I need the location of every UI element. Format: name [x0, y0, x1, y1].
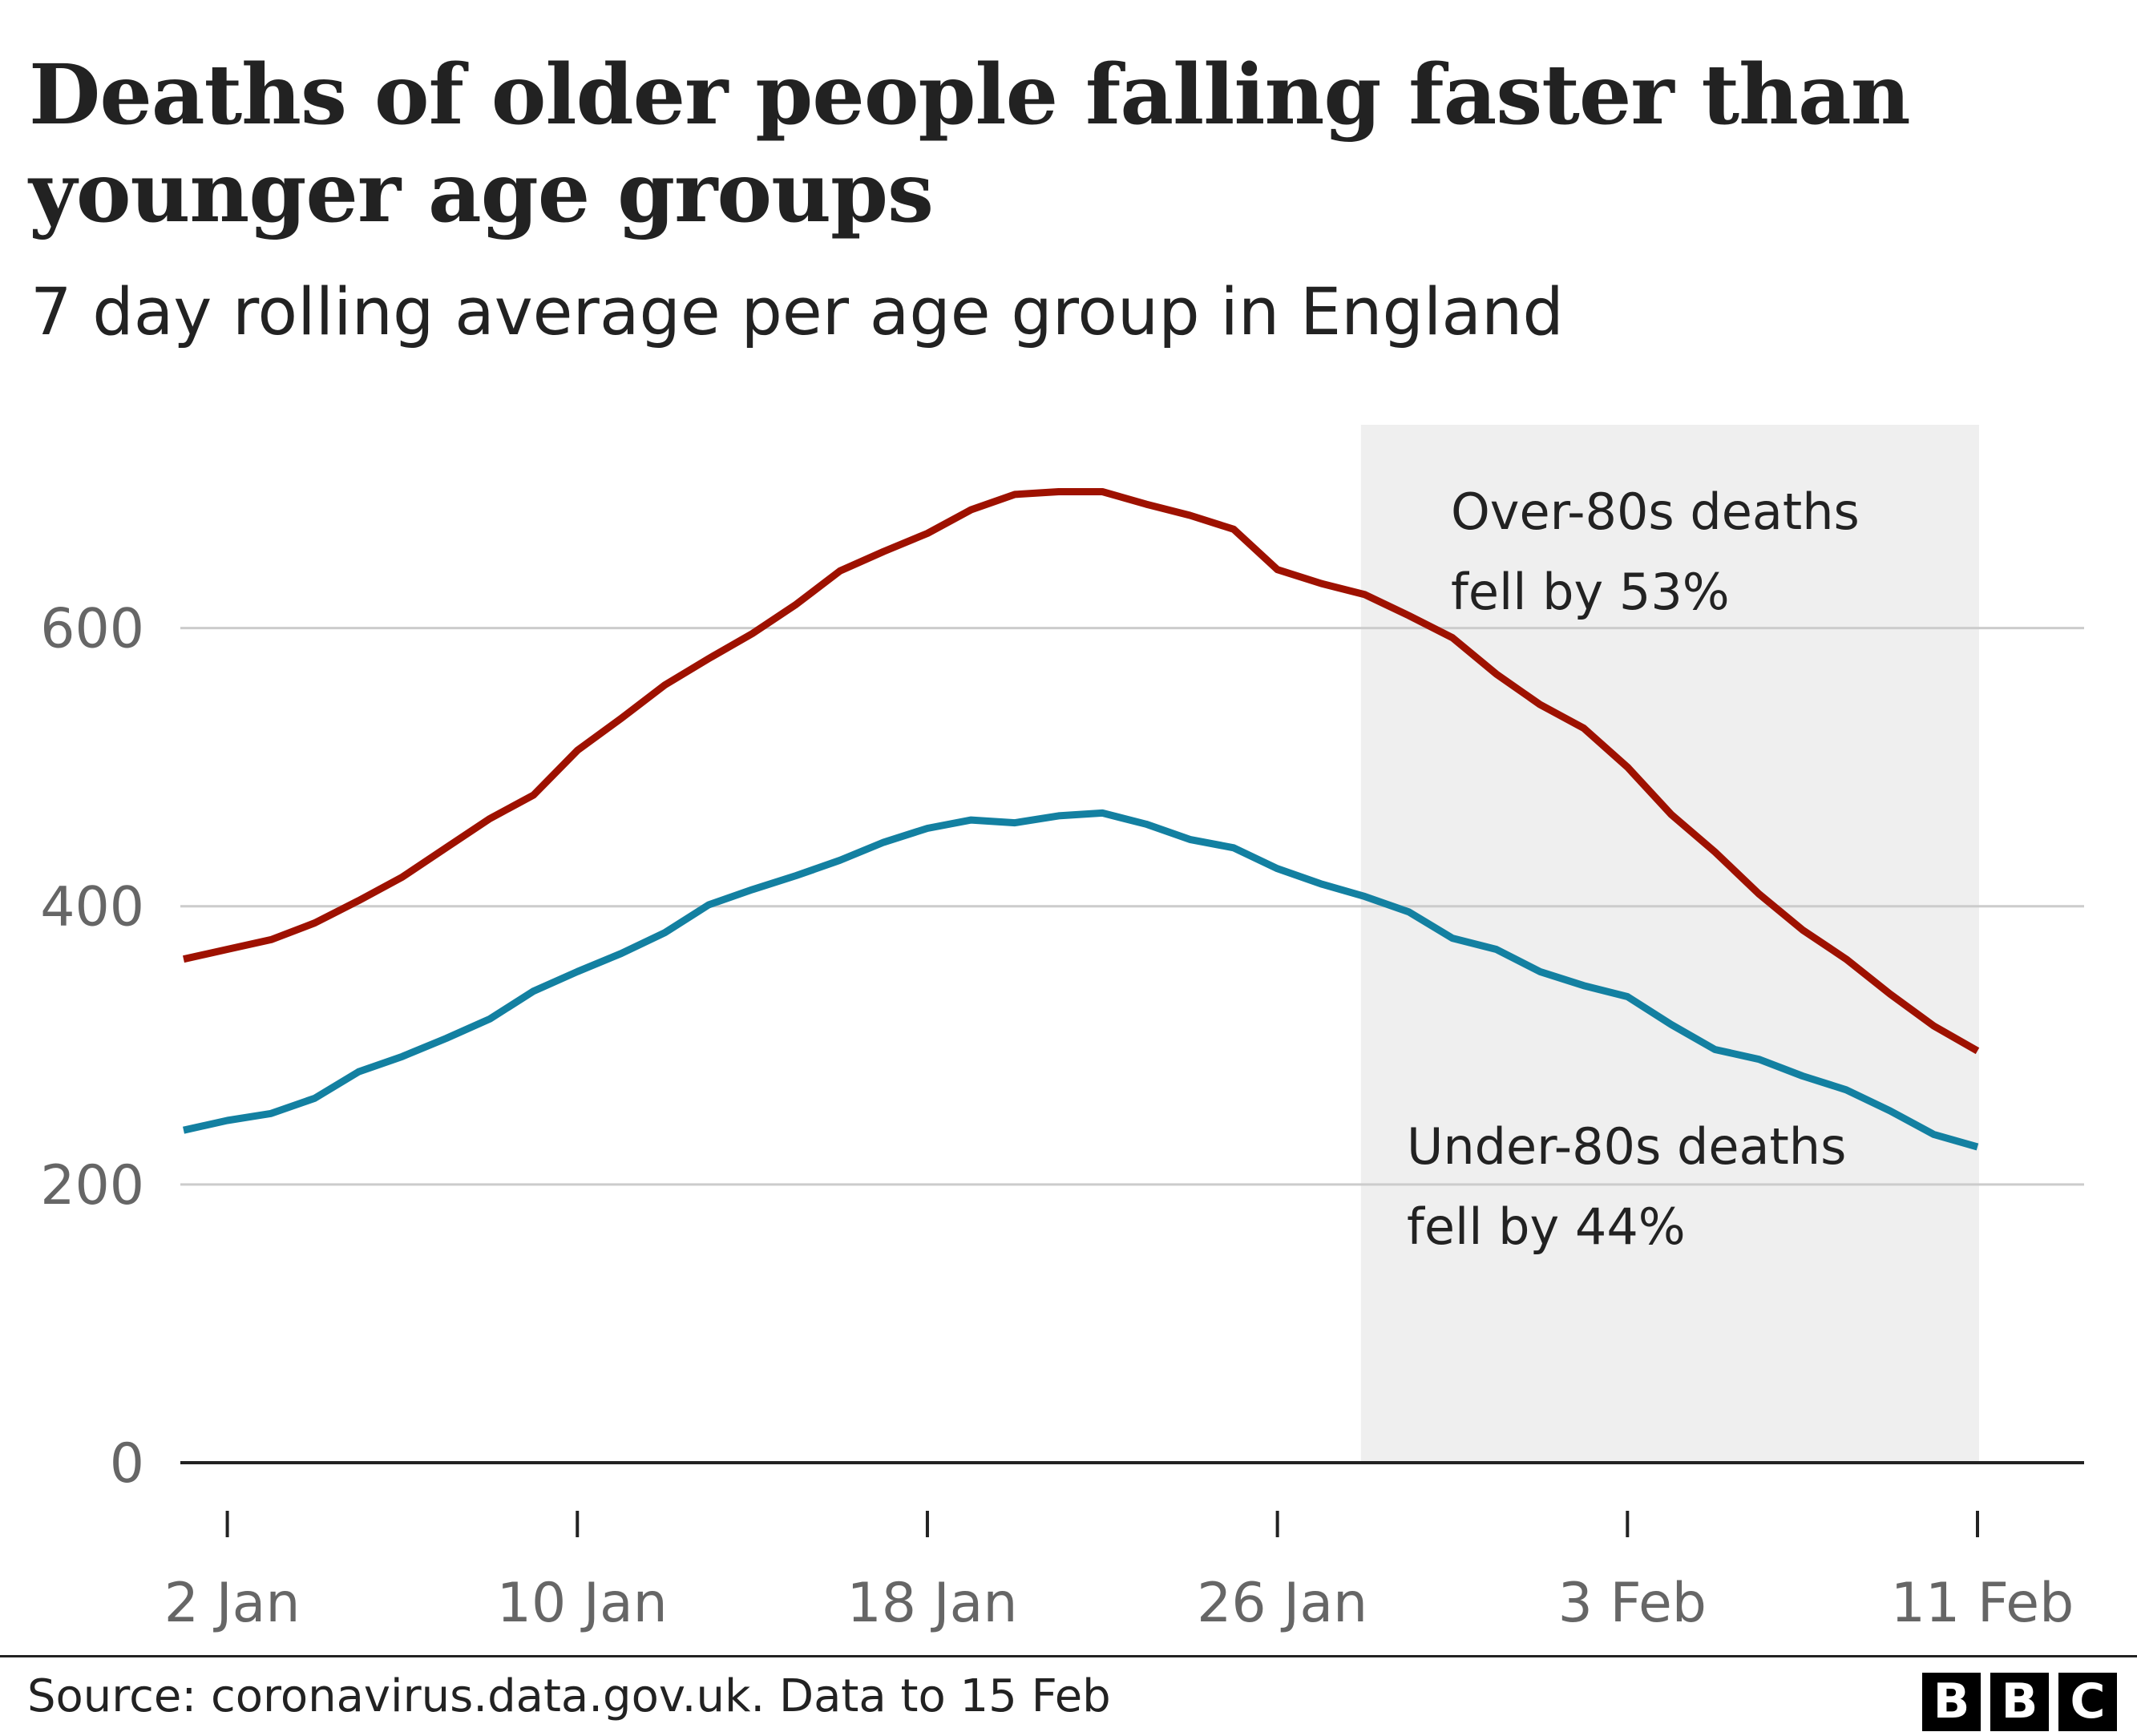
x-tick-label: 10 Jan	[497, 1572, 668, 1635]
annotations: Over-80s deaths fell by 53% Under-80s deat…	[1407, 482, 1860, 1256]
annotation-line: Over-80s deaths	[1451, 482, 1860, 541]
source-note: Source: coronavirus.data.gov.uk. Data to…	[27, 1670, 1111, 1722]
x-tick-label: 3 Feb	[1558, 1572, 1707, 1635]
x-tick-label: 26 Jan	[1197, 1572, 1367, 1635]
annotation-under-80s: Under-80s deaths fell by 44%	[1407, 1117, 1846, 1256]
y-tick-label-0: 0	[110, 1432, 144, 1496]
line-chart: 0 200 400 600 2 Jan 10 Jan 18 Jan 26 Jan 3 Feb 1…	[40, 425, 2084, 1635]
annotation-over-80s: Over-80s deaths fell by 53%	[1451, 482, 1860, 621]
y-tick-label-200: 200	[40, 1154, 144, 1217]
annotation-line: fell by 44%	[1407, 1197, 1686, 1256]
footer-divider	[0, 1655, 2137, 1657]
series-line-under-80s	[183, 809, 1979, 1151]
x-tick-label: 18 Jan	[846, 1572, 1017, 1635]
y-tick-labels: 0 200 400 600	[40, 598, 144, 1496]
y-tick-label-400: 400	[40, 876, 144, 939]
logo-letter-b1: B	[1922, 1673, 1981, 1731]
x-tick-label: 2 Jan	[164, 1572, 301, 1635]
series-lines	[183, 488, 1980, 1151]
chart-title: Deaths of older people falling faster th…	[29, 46, 1911, 241]
logo-letter-c: C	[2058, 1673, 2117, 1731]
x-tick-label: 11 Feb	[1891, 1572, 2074, 1635]
chart-subtitle: 7 day rolling average per age group in E…	[30, 275, 1564, 350]
y-tick-label-600: 600	[40, 598, 144, 661]
annotation-line: Under-80s deaths	[1407, 1117, 1846, 1176]
logo-letter-b2: B	[1990, 1673, 2049, 1731]
bbc-logo: B B C	[1922, 1673, 2117, 1731]
annotation-line: fell by 53%	[1451, 563, 1730, 621]
x-axis: 2 Jan 10 Jan 18 Jan 26 Jan 3 Feb 11 Feb	[164, 1511, 2074, 1635]
gridlines	[180, 627, 2084, 1464]
series-line-over-80s	[183, 488, 1980, 1055]
